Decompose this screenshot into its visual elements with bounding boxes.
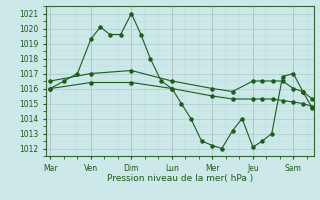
- X-axis label: Pression niveau de la mer( hPa ): Pression niveau de la mer( hPa ): [107, 174, 253, 183]
